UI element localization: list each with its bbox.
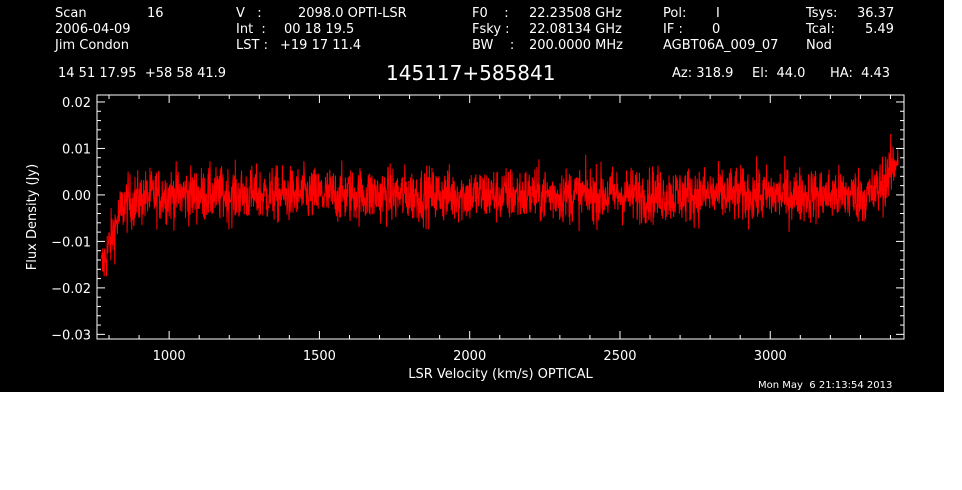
f0-label: F0 : <box>472 6 509 21</box>
x-tick-label: 2500 <box>603 349 636 364</box>
y-tick-label: −0.02 <box>51 282 91 297</box>
x-tick-label: 1000 <box>153 349 186 364</box>
y-tick-label: 0.00 <box>62 189 91 204</box>
x-axis-title: LSR Velocity (km/s) OPTICAL <box>408 367 593 382</box>
tsys-label: Tsys: <box>806 6 838 21</box>
lst-label: LST : <box>236 38 268 53</box>
plot-panel: 1000 1500 2000 2500 3000 −0.03 −0.02 −0.01 0.00 0… <box>0 0 944 392</box>
observer-name: Jim Condon <box>55 38 129 53</box>
scan-label: Scan <box>55 6 87 21</box>
y-tick-label: 0.01 <box>62 142 91 157</box>
bandwidth-label: BW : <box>472 38 515 53</box>
x-tick-label: 1500 <box>303 349 336 364</box>
integration-value: 00 18 19.5 <box>284 22 355 37</box>
fsky-value: 22.08134 GHz <box>529 22 622 37</box>
if-label: IF : <box>663 22 683 37</box>
fsky-label: Fsky : <box>472 22 510 37</box>
velocity-label: V : <box>236 6 262 21</box>
scan-value: 16 <box>147 6 164 21</box>
elevation: El: 44.0 <box>752 66 806 81</box>
azimuth: Az: 318.9 <box>672 66 734 81</box>
spectrum-trace <box>101 133 899 277</box>
polarization-label: Pol: <box>663 6 687 21</box>
if-value: 0 <box>712 22 721 37</box>
observation-date: 2006-04-09 <box>55 22 131 37</box>
y-tick-label: −0.01 <box>51 235 91 250</box>
observing-mode: Nod <box>806 38 832 53</box>
spectrum-chart: 1000 1500 2000 2500 3000 −0.03 −0.02 −0.01 0.00 0… <box>25 94 905 382</box>
x-tick-label: 2000 <box>453 349 486 364</box>
y-tick-label: −0.03 <box>51 328 91 343</box>
x-tick-label: 3000 <box>754 349 787 364</box>
source-name: 145117+585841 <box>386 61 556 85</box>
f0-value: 22.23508 GHz <box>529 6 622 21</box>
y-axis-title: Flux Density (Jy) <box>25 164 40 270</box>
integration-label: Int : <box>236 22 266 37</box>
tcal-value: 5.49 <box>865 22 894 37</box>
y-tick-label: 0.02 <box>62 96 91 111</box>
tcal-label: Tcal: <box>806 22 835 37</box>
tsys-value: 36.37 <box>857 6 895 21</box>
plot-frame <box>96 94 905 340</box>
lst-value: +19 17 11.4 <box>280 38 362 53</box>
project-id: AGBT06A_009_07 <box>663 38 779 53</box>
polarization-value: I <box>716 6 720 21</box>
plot-timestamp: Mon May 6 21:13:54 2013 <box>758 380 893 391</box>
bandwidth-value: 200.0000 MHz <box>529 38 623 53</box>
hour-angle: HA: 4.43 <box>830 66 891 81</box>
velocity-value: 2098.0 OPTI-LSR <box>298 6 407 21</box>
source-coordinates: 14 51 17.95 +58 58 41.9 <box>58 66 227 81</box>
